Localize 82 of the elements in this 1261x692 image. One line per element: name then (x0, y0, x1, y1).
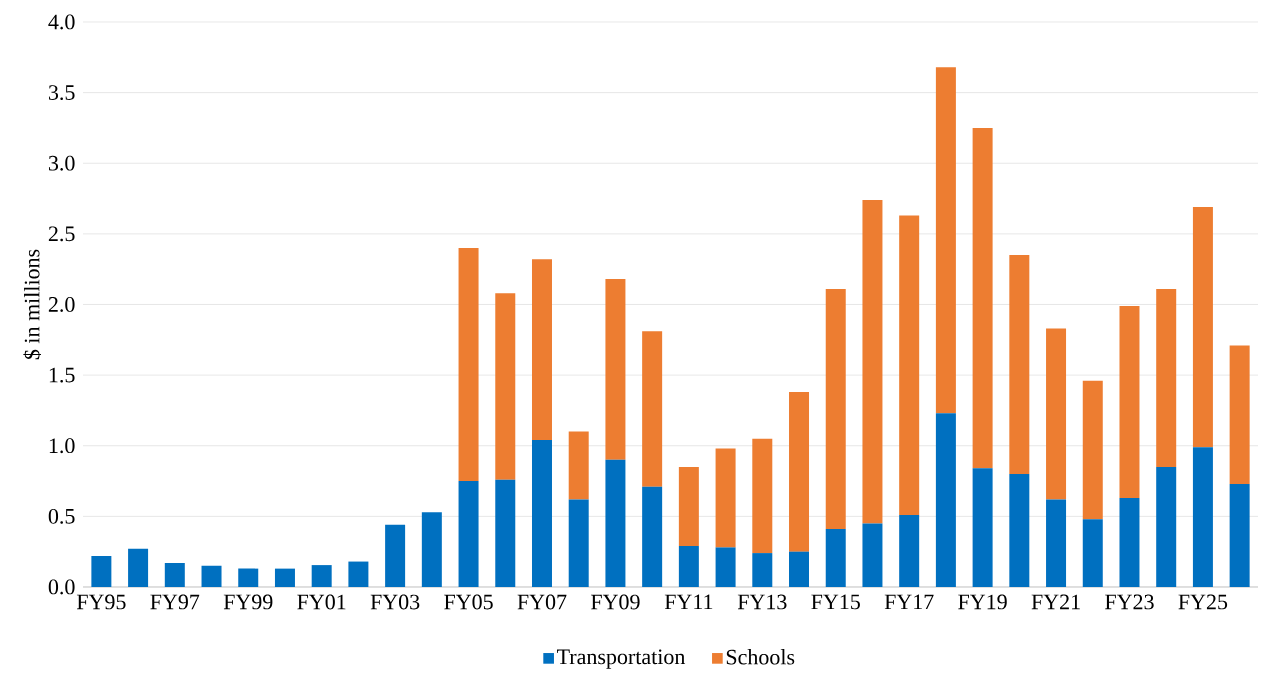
bar (862, 199, 883, 524)
bar (201, 565, 222, 587)
y-tick-label: 2.0 (48, 297, 75, 312)
x-tick-label: FY21 (1031, 594, 1080, 610)
x-tick-label: FY05 (444, 594, 493, 610)
y-tick-label: 0.0 (48, 579, 75, 595)
y-tick-label: 3.5 (48, 85, 75, 101)
bar (495, 479, 516, 587)
bar (531, 259, 552, 441)
legend-label: Transportation (557, 649, 686, 669)
bar (825, 529, 846, 587)
bar (1046, 328, 1067, 500)
bar (642, 331, 663, 487)
bar (1009, 473, 1030, 587)
y-tick-label: 4.0 (48, 14, 75, 30)
x-tick-label: FY13 (737, 594, 787, 610)
x-tick-label: FY03 (370, 594, 420, 610)
bar (789, 392, 810, 552)
bar (458, 247, 479, 482)
x-tick-label: FY17 (884, 594, 934, 610)
y-tick-label: 0.5 (48, 508, 75, 524)
bar (899, 215, 920, 515)
bar (825, 288, 846, 530)
bar (605, 459, 626, 587)
bar (385, 524, 406, 587)
bar (1082, 380, 1103, 520)
bar (1192, 207, 1213, 448)
y-tick-label: 3.0 (48, 155, 75, 171)
bar (1009, 255, 1030, 474)
bar (642, 486, 663, 587)
bar (458, 481, 479, 587)
bar (164, 562, 185, 587)
bar (935, 67, 956, 414)
x-tick-label: FY15 (811, 594, 860, 610)
y-tick-label: 1.5 (49, 367, 75, 383)
bar (1156, 288, 1177, 467)
y-tick-label: 1.0 (49, 438, 75, 454)
bar (568, 431, 589, 500)
bar (752, 438, 773, 554)
bar (1229, 483, 1250, 587)
bar (238, 568, 259, 587)
x-tick-label: FY19 (958, 594, 1007, 610)
bar (715, 547, 736, 587)
y-axis-title: $ in millions (23, 249, 41, 360)
bar (531, 440, 552, 587)
x-tick-label: FY95 (76, 594, 126, 610)
x-tick-label: FY07 (517, 594, 567, 610)
bar (1229, 345, 1250, 484)
bar (972, 127, 993, 469)
bar (1082, 519, 1103, 587)
bar (862, 523, 883, 587)
bar (1119, 498, 1140, 587)
bar (91, 555, 112, 587)
x-tick-label: FY99 (223, 594, 273, 610)
bar (128, 548, 149, 587)
bar (311, 565, 332, 587)
bar (1156, 466, 1177, 587)
bar (605, 279, 626, 460)
bar (495, 293, 516, 480)
bar (348, 561, 369, 587)
bar (715, 448, 736, 548)
bar (678, 546, 699, 587)
bar (752, 553, 773, 587)
x-tick-label: FY25 (1178, 594, 1228, 610)
bar (421, 512, 442, 587)
bar (789, 551, 810, 587)
bar (1046, 499, 1067, 587)
bar (972, 468, 993, 587)
x-tick-label: FY97 (150, 594, 200, 610)
bar (678, 466, 699, 547)
bar (935, 413, 956, 587)
bar (1119, 305, 1140, 498)
x-tick-label: FY09 (590, 594, 640, 610)
x-tick-label: FY01 (297, 594, 346, 610)
bar (899, 514, 920, 587)
legend-label: Schools (726, 649, 795, 665)
x-tick-label: FY23 (1105, 594, 1154, 610)
bar (1192, 447, 1213, 587)
x-tick-label: FY11 (664, 594, 713, 610)
bar (568, 499, 589, 587)
bar (274, 568, 295, 587)
y-tick-label: 2.5 (48, 226, 75, 242)
